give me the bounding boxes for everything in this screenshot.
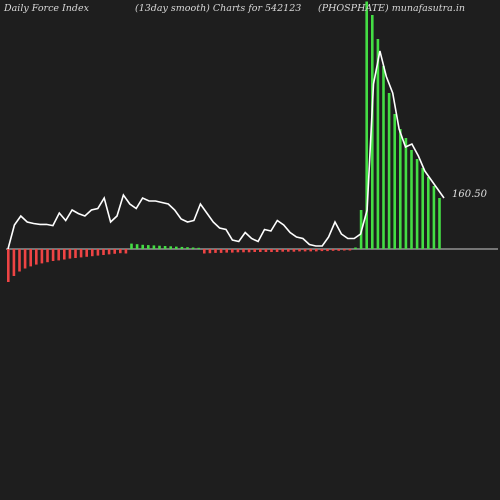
negative-bar [326, 249, 329, 252]
positive-bar [169, 246, 172, 249]
positive-bar [415, 159, 419, 249]
negative-bar [7, 249, 10, 282]
negative-bar [303, 249, 307, 252]
positive-bar [130, 243, 133, 249]
negative-bar [259, 249, 262, 252]
negative-bar [292, 249, 296, 252]
positive-bar [427, 177, 430, 249]
negative-bar [51, 249, 55, 261]
positive-bar [365, 1, 368, 249]
positive-bar [191, 247, 195, 249]
negative-bar [231, 249, 234, 253]
positive-bar [141, 244, 144, 249]
negative-bar [35, 249, 38, 265]
positive-bar [387, 93, 391, 249]
positive-bar [382, 66, 385, 249]
negative-bar [119, 249, 122, 254]
negative-bar [236, 249, 240, 253]
positive-bar [152, 245, 156, 249]
negative-bar [18, 249, 21, 272]
negative-bar [275, 249, 279, 252]
negative-bar [107, 249, 111, 255]
negative-bar [85, 249, 88, 257]
smooth-line [7, 50, 445, 250]
negative-bar [320, 249, 324, 252]
positive-bar [175, 246, 178, 249]
negative-bar [102, 249, 105, 255]
negative-bar [74, 249, 77, 258]
positive-bar [163, 246, 167, 249]
positive-bar [404, 138, 408, 249]
negative-bar [79, 249, 83, 258]
positive-bar [186, 247, 189, 249]
negative-bar [40, 249, 44, 264]
positive-bar [135, 244, 139, 249]
negative-bar [225, 249, 228, 253]
negative-bar [287, 249, 290, 252]
negative-bar [113, 249, 116, 254]
negative-bar [68, 249, 72, 259]
negative-bar [343, 249, 346, 251]
negative-bar [309, 249, 312, 252]
positive-bar [158, 245, 161, 249]
negative-bar [96, 249, 100, 256]
negative-bar [348, 249, 352, 251]
negative-bar [281, 249, 284, 252]
positive-bar [410, 150, 413, 249]
negative-bar [63, 249, 66, 260]
negative-bar [219, 249, 223, 253]
negative-bar [214, 249, 217, 253]
force-index-bars [7, 1, 441, 282]
positive-bar [371, 15, 374, 249]
negative-bar [12, 249, 16, 276]
negative-bar [264, 249, 268, 252]
chart-title-center: (13day smooth) Charts for 542123 [135, 3, 302, 14]
positive-bar [354, 247, 357, 249]
positive-bar [432, 186, 436, 249]
negative-bar [203, 249, 206, 254]
positive-bar [376, 39, 380, 249]
positive-bar [197, 247, 200, 249]
positive-bar [180, 246, 184, 249]
positive-bar [147, 245, 150, 249]
negative-bar [337, 249, 340, 251]
negative-bar [23, 249, 27, 269]
chart-title-right: (PHOSPHATE) munafasutra.in [318, 3, 465, 14]
negative-bar [298, 249, 301, 252]
last-value-label: 160.50 [452, 189, 487, 200]
positive-bar [393, 114, 396, 249]
negative-bar [247, 249, 251, 253]
chart-title-left: Daily Force Index [4, 3, 89, 14]
positive-bar [421, 168, 424, 249]
negative-bar [124, 249, 128, 254]
negative-bar [57, 249, 60, 261]
negative-bar [208, 249, 212, 254]
negative-bar [29, 249, 32, 267]
positive-bar [399, 129, 402, 249]
negative-bar [253, 249, 256, 252]
negative-bar [270, 249, 273, 252]
negative-bar [315, 249, 318, 252]
negative-bar [331, 249, 335, 251]
negative-bar [242, 249, 245, 253]
negative-bar [46, 249, 49, 263]
positive-bar [438, 198, 441, 249]
negative-bar [91, 249, 94, 257]
